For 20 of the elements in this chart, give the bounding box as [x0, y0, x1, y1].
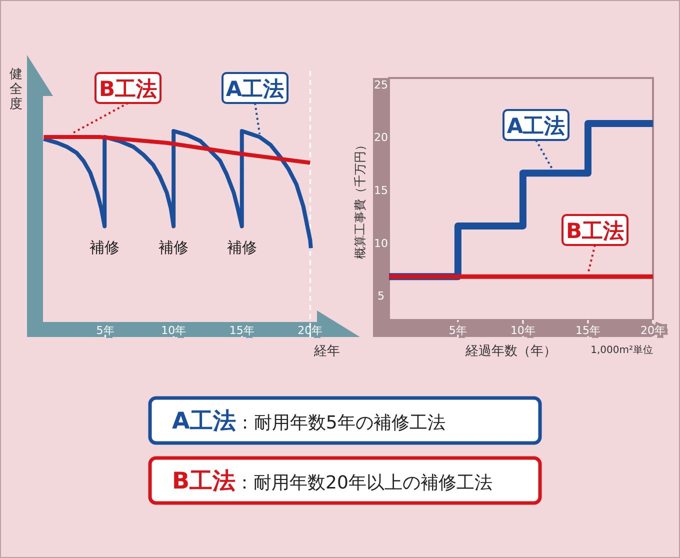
series-label: B工法 — [566, 219, 624, 243]
text: B工法：耐用年数20年以上の補修工法 — [172, 468, 492, 494]
series-label: A工法 — [226, 77, 284, 101]
y-tick-label: 20 — [374, 131, 388, 144]
y-axis-title: 健全度 — [10, 67, 22, 112]
y-tick-label: 5 — [378, 290, 384, 303]
annotation: 補修 — [226, 238, 257, 256]
text: A工法：耐用年数5年の補修工法 — [172, 408, 446, 434]
y-tick-label: 10 — [374, 236, 388, 250]
series-label: A工法 — [506, 114, 566, 138]
text: 1,000m²単位 — [590, 344, 653, 356]
y-tick-label: 25 — [374, 78, 388, 92]
x-tick-label: 5年 — [96, 324, 114, 337]
annotation: 補修 — [158, 238, 189, 256]
y-tick-label: 15 — [374, 184, 388, 198]
annotation: 補修 — [90, 238, 120, 256]
series-label: B工法 — [98, 77, 158, 101]
x-axis-title: 経年 — [313, 344, 340, 359]
x-axis-title: 経過年数（年） — [464, 344, 556, 359]
y-axis-title: 概算工事費（千万円） — [353, 139, 367, 259]
